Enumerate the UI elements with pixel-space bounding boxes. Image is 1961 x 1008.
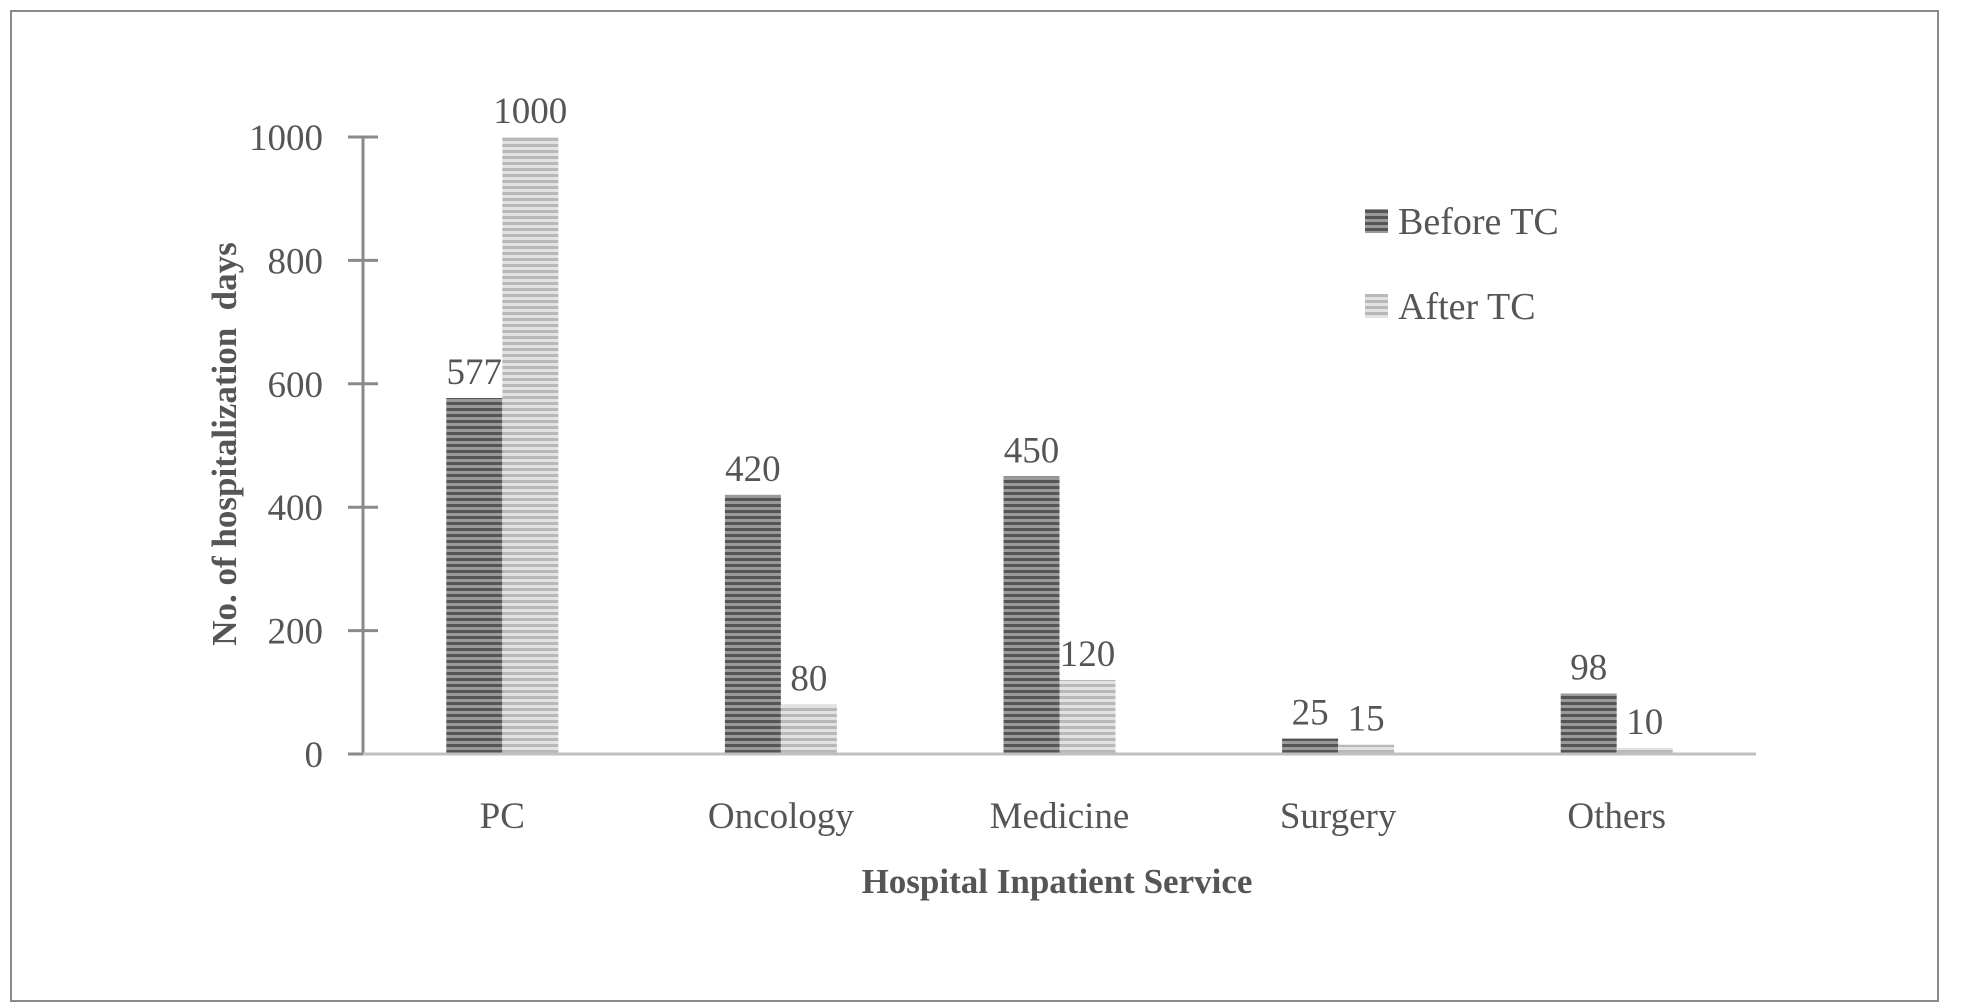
bar-after-tc (1059, 679, 1116, 754)
y-axis-title: No. of hospitalization days (205, 242, 244, 646)
x-tick-label: Surgery (1280, 796, 1397, 837)
x-axis-title: Hospital Inpatient Service (862, 862, 1253, 901)
data-label: 450 (1004, 430, 1060, 471)
data-label: 10 (1626, 702, 1663, 743)
x-tick-label: Medicine (990, 796, 1130, 837)
bar-before-tc (1282, 738, 1339, 754)
legend-swatch (1365, 294, 1388, 318)
x-tick-label: Oncology (708, 796, 854, 837)
legend-label: After TC (1398, 286, 1536, 328)
bar-after-tc (1338, 744, 1395, 754)
bar-before-tc (724, 494, 781, 754)
legend: Before TC After TC (1365, 201, 1559, 328)
data-label: 420 (725, 449, 781, 490)
y-tick-label: 400 (268, 488, 324, 529)
x-axis: PC Oncology Medicine Surgery Others (363, 752, 1756, 837)
bar-before-tc (1003, 476, 1060, 754)
y-tick-label: 1000 (249, 118, 323, 159)
bar-after-tc (780, 704, 837, 754)
data-label: 1000 (493, 91, 567, 132)
x-tick-label: PC (480, 796, 525, 837)
data-label: 25 (1292, 693, 1329, 734)
data-label: 120 (1060, 634, 1116, 675)
data-label: 80 (790, 659, 827, 700)
chart-frame (10, 10, 1939, 1002)
y-tick-label: 800 (268, 241, 324, 282)
bar-after-tc (1616, 747, 1673, 754)
legend-label: Before TC (1398, 201, 1559, 243)
bar-before-tc (446, 397, 503, 754)
data-label: 15 (1348, 699, 1385, 740)
bar-after-tc (502, 137, 559, 754)
y-tick-label: 600 (268, 365, 324, 406)
legend-swatch (1365, 209, 1388, 233)
y-axis: 0 200 400 600 800 1000 (249, 118, 378, 776)
bars: 577 1000 420 80 450 120 25 15 98 10 (446, 91, 1673, 754)
bar-before-tc (1560, 693, 1617, 754)
y-tick-label: 200 (268, 612, 324, 653)
data-label: 577 (447, 352, 503, 393)
y-tick-label: 0 (305, 735, 324, 776)
x-tick-label: Others (1567, 796, 1666, 837)
data-label: 98 (1570, 648, 1607, 689)
